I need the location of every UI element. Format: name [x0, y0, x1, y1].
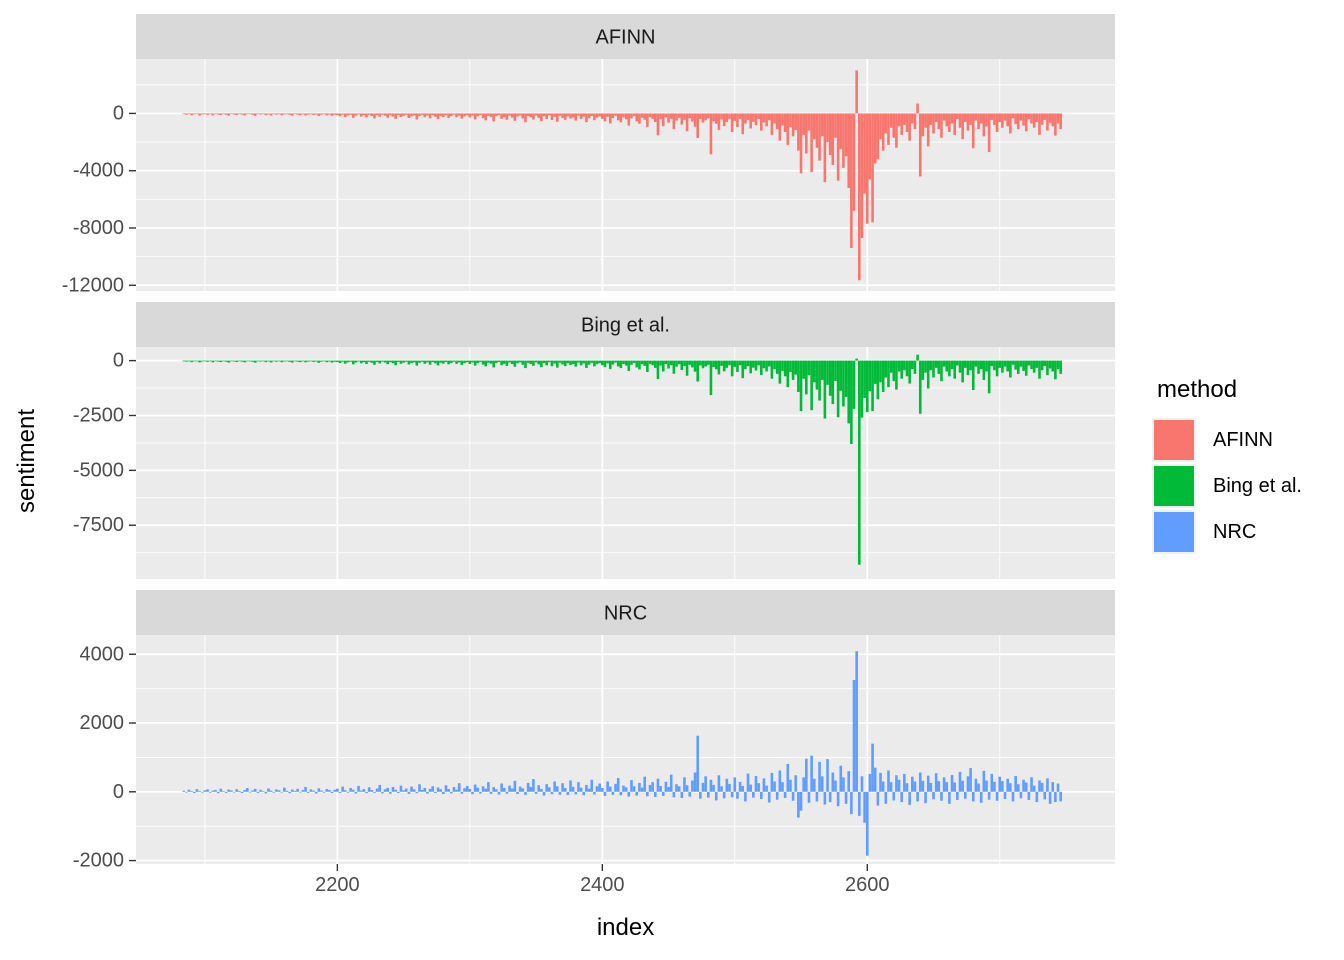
legend-item-label: Bing et al.	[1213, 474, 1302, 497]
y-axis-tick-label: -7500	[73, 514, 124, 536]
panel-background	[136, 59, 1115, 291]
facet-strip-label: Bing et al.	[581, 315, 670, 337]
x-axis-tick-label: 2600	[845, 874, 890, 896]
facet-strip	[136, 302, 1115, 347]
y-axis-tick-label: -2500	[73, 404, 124, 426]
legend-items: AFINN Bing et al. NRC	[1152, 418, 1302, 554]
y-axis-tick-label: 0	[113, 350, 124, 372]
facet-strip-label: NRC	[604, 603, 647, 625]
facet-AFINN: AFINN 0 -4000 -8000 -12000	[62, 14, 1115, 296]
y-axis-tick-label: 4000	[80, 643, 125, 665]
y-axis-tick-label: 0	[113, 102, 124, 124]
y-axis-tick-label: -2000	[73, 850, 124, 872]
legend-item-label: AFINN	[1213, 428, 1273, 451]
legend-item-NRC: NRC	[1152, 510, 1302, 554]
y-axis-tick-label: -5000	[73, 459, 124, 481]
legend-title: method	[1157, 376, 1238, 403]
y-axis-tick-label: -12000	[62, 274, 124, 296]
facet-strip	[136, 14, 1115, 59]
legend-item-AFINN: AFINN	[1152, 418, 1302, 462]
facet-strip-label: AFINN	[596, 27, 656, 49]
y-axis-tick-label: -8000	[73, 217, 124, 239]
legend-key-swatch	[1152, 418, 1196, 462]
bars-AFINN	[182, 70, 1062, 281]
y-axis-tick-label: -4000	[73, 160, 124, 182]
bars-Bing et al.	[182, 354, 1062, 565]
legend: method AFINN Bing et al. NRC	[1152, 376, 1302, 556]
facet-strip	[136, 590, 1115, 635]
x-axis-tick-label: 2400	[580, 874, 625, 896]
y-axis-tick-label: 0	[113, 781, 124, 803]
legend-item-label: NRC	[1213, 520, 1257, 543]
y-axis-tick-label: 2000	[80, 712, 125, 734]
y-axis-title: sentiment	[13, 408, 40, 514]
legend-key-swatch	[1152, 464, 1196, 508]
bars-NRC	[182, 651, 1062, 856]
legend-item-Bing et al.: Bing et al.	[1152, 464, 1302, 508]
panel-background	[136, 635, 1115, 864]
panel-background	[136, 347, 1115, 579]
legend-key-swatch	[1152, 510, 1196, 554]
x-axis-title: index	[596, 914, 655, 941]
facet-Bing et al.: Bing et al. 0 -2500 -5000 -7500	[73, 302, 1115, 579]
x-axis-tick-label: 2200	[315, 874, 360, 896]
facet-NRC: NRC 4000 2000 0 -2000	[73, 590, 1115, 872]
